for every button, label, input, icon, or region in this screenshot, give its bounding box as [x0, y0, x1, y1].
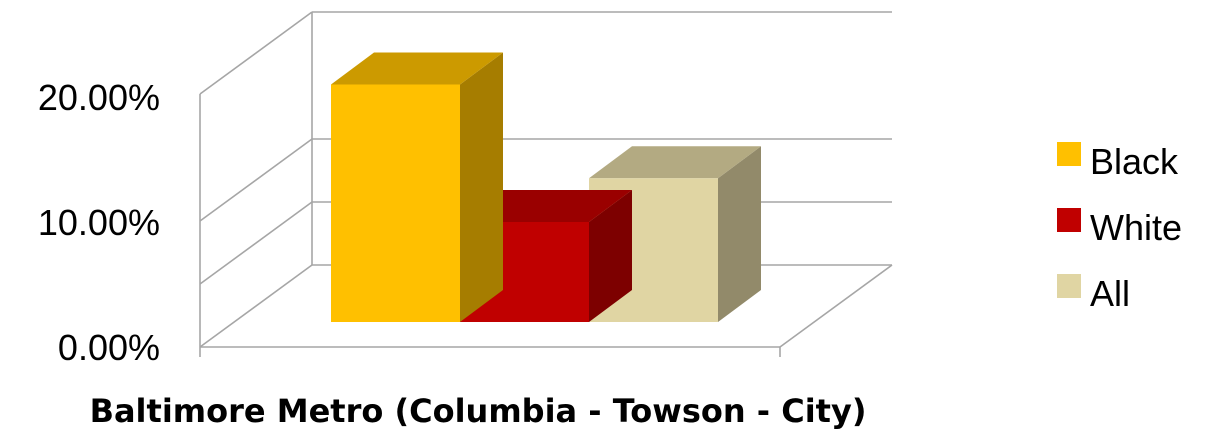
y-tick-label: 10.00%	[38, 202, 160, 243]
y-axis-tick-labels: 0.00% 10.00% 20.00%	[38, 77, 160, 368]
y-tick-label: 20.00%	[38, 77, 160, 118]
legend-label: White	[1090, 207, 1182, 248]
gridline-side	[199, 138, 313, 222]
y-tick-label: 0.00%	[58, 327, 160, 368]
bar-side-face	[589, 190, 632, 322]
bar-side-face	[460, 52, 503, 322]
legend-swatch	[1057, 208, 1081, 232]
bar-top-face	[589, 146, 761, 179]
legend-item-white: White	[1057, 207, 1182, 248]
bar-black	[331, 52, 503, 322]
bar-side-face	[718, 146, 761, 322]
bar-front-face	[331, 84, 460, 322]
legend: Black White All	[1057, 141, 1182, 314]
gridline-side	[199, 264, 313, 348]
legend-item-black: Black	[1057, 141, 1179, 182]
legend-label: Black	[1090, 141, 1179, 182]
x-axis-category-labels: Baltimore Metro (Columbia - Towson - Cit…	[90, 392, 867, 430]
wall-top-side	[199, 11, 313, 95]
category-label: Baltimore Metro (Columbia - Towson - Cit…	[90, 392, 867, 430]
legend-swatch	[1057, 274, 1081, 298]
legend-item-all: All	[1057, 273, 1130, 314]
legend-label: All	[1090, 273, 1130, 314]
legend-swatch	[1057, 142, 1081, 166]
gridline-side	[199, 201, 313, 285]
bar-group	[331, 52, 761, 322]
floor-right-edge	[779, 264, 893, 348]
bar-top-face	[331, 52, 503, 85]
